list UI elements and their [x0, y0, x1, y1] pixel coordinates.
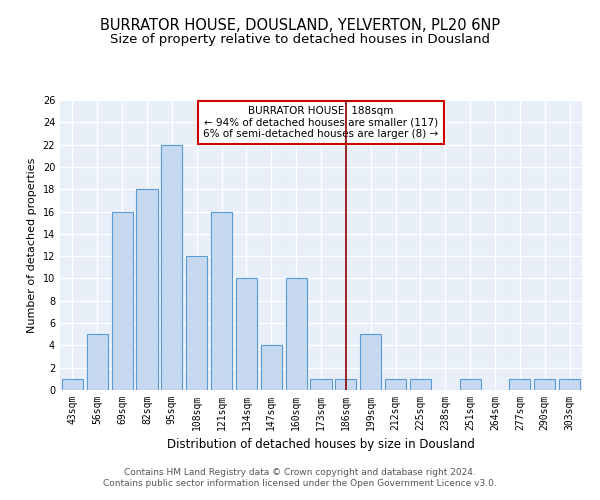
Bar — [261, 346, 282, 390]
Bar — [62, 379, 83, 390]
Y-axis label: Number of detached properties: Number of detached properties — [27, 158, 37, 332]
Text: BURRATOR HOUSE, DOUSLAND, YELVERTON, PL20 6NP: BURRATOR HOUSE, DOUSLAND, YELVERTON, PL2… — [100, 18, 500, 32]
Bar — [534, 379, 555, 390]
Text: Size of property relative to detached houses in Dousland: Size of property relative to detached ho… — [110, 32, 490, 46]
Bar — [186, 256, 207, 390]
Bar — [161, 144, 182, 390]
Bar — [385, 379, 406, 390]
Bar — [410, 379, 431, 390]
Bar — [286, 278, 307, 390]
Bar — [87, 334, 108, 390]
Text: BURRATOR HOUSE: 188sqm
← 94% of detached houses are smaller (117)
6% of semi-det: BURRATOR HOUSE: 188sqm ← 94% of detached… — [203, 106, 439, 139]
X-axis label: Distribution of detached houses by size in Dousland: Distribution of detached houses by size … — [167, 438, 475, 452]
Bar — [559, 379, 580, 390]
Bar — [211, 212, 232, 390]
Text: Contains HM Land Registry data © Crown copyright and database right 2024.
Contai: Contains HM Land Registry data © Crown c… — [103, 468, 497, 487]
Bar — [310, 379, 332, 390]
Bar — [136, 189, 158, 390]
Bar — [360, 334, 381, 390]
Bar — [460, 379, 481, 390]
Bar — [236, 278, 257, 390]
Bar — [509, 379, 530, 390]
Bar — [112, 212, 133, 390]
Bar — [335, 379, 356, 390]
